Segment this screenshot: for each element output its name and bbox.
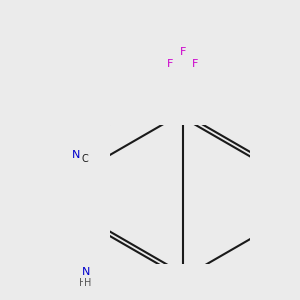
Text: F: F [192,58,198,68]
Text: F: F [179,47,186,57]
Text: C: C [82,154,89,164]
Text: H: H [79,278,86,288]
Text: N: N [82,267,90,277]
Text: H: H [84,278,91,288]
Text: N: N [72,150,80,160]
Text: F: F [167,58,174,68]
